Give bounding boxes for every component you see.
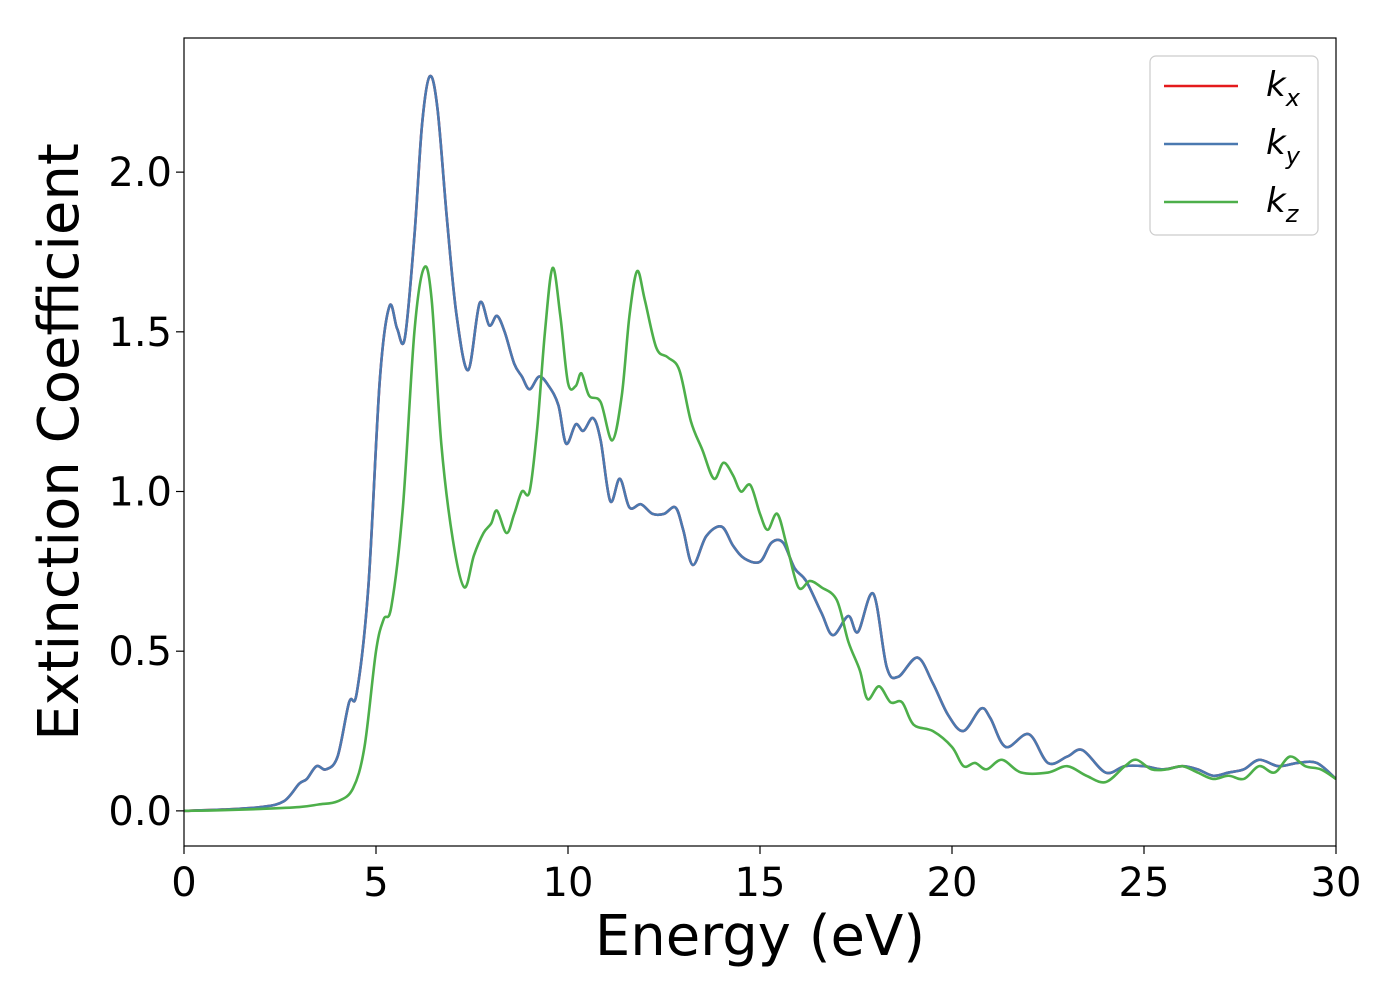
x-tick-label: 0 [171, 860, 196, 906]
x-tick-label: 30 [1311, 860, 1362, 906]
y-tick-label: 0.0 [108, 789, 172, 835]
y-tick-label: 1.0 [108, 470, 172, 516]
x-axis-label: Energy (eV) [595, 904, 925, 969]
y-tick-label: 2.0 [108, 150, 172, 196]
series-line-kz [184, 265, 1336, 813]
x-tick-label: 25 [1119, 860, 1170, 906]
x-tick-label: 20 [927, 860, 978, 906]
y-axis-label: Extinction Coefficient [27, 143, 92, 741]
y-tick-label: 1.5 [108, 310, 172, 356]
x-tick-label: 15 [735, 860, 786, 906]
legend-box [1149, 55, 1319, 236]
series-line-ky [184, 74, 1336, 813]
y-tick-label: 0.5 [108, 629, 172, 675]
x-tick-label: 5 [363, 860, 388, 906]
x-tick-label: 10 [543, 860, 594, 906]
